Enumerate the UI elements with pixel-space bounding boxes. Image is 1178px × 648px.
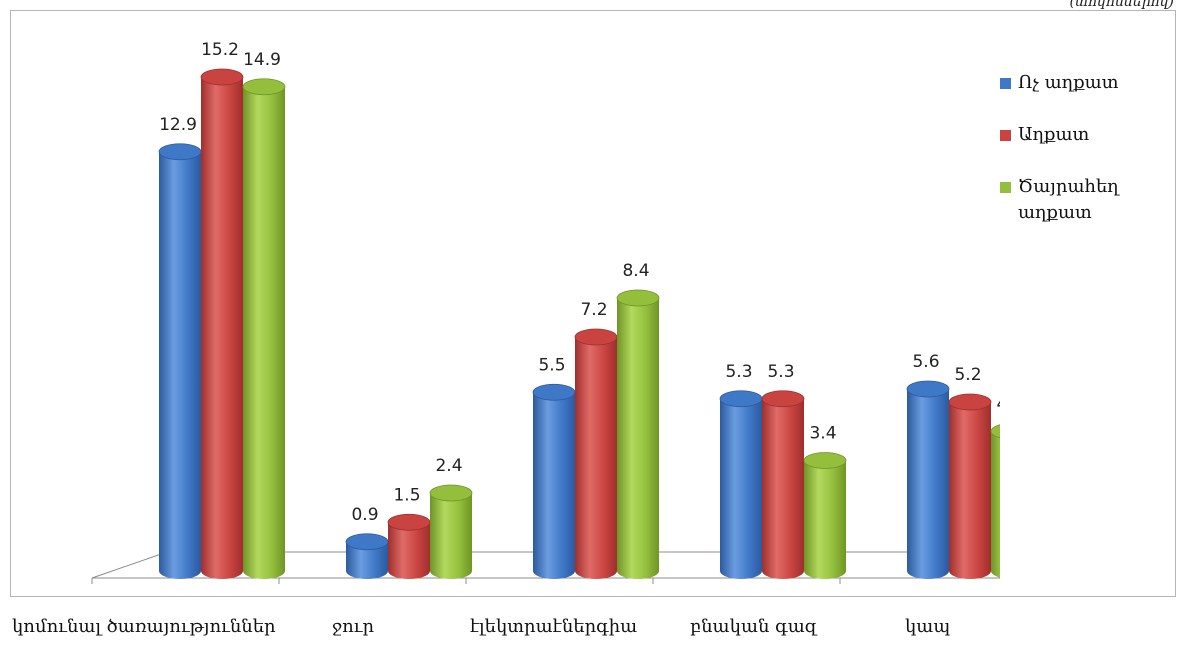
legend-label-extremely-poor: Ծայրահեղ աղքատ [1018,176,1119,223]
legend-item-poor: Աղքատ [1000,122,1170,148]
category-label: կապ [905,616,950,637]
bar-0-2 [532,383,576,579]
bar-body [243,86,285,579]
category-label: ջուր [332,616,374,637]
legend-swatch-poor [1000,130,1011,141]
bar-0-1 [345,533,389,579]
bar-body [575,337,617,579]
category-label: կոմունալ ծառայություններ [12,616,276,637]
bar-0-3 [719,390,763,579]
legend-swatch-extremely-poor [1000,182,1011,193]
bar-top [242,78,286,96]
data-label: 5.2 [954,365,981,385]
bar-body [762,398,804,579]
bar-1-1 [387,513,431,579]
bar-body [991,431,1000,578]
bar-body [346,541,388,579]
bar-body [907,389,949,579]
bar-1-3 [761,390,805,579]
bar-top [345,533,389,551]
bar-1-0 [200,68,244,579]
data-label: 12.9 [159,115,197,135]
data-label: 0.9 [351,505,378,525]
category-label: բնական գազ [690,616,818,637]
data-label: 5.3 [725,362,752,382]
bar-top [200,68,244,86]
bar-1-4 [948,393,992,579]
data-label: 4.3 [996,394,1000,414]
data-label: 8.4 [622,261,649,281]
chart-frame [10,10,1176,597]
bar-chart: 12.9 15.2 14.9 կոմունալ ծառայություններ 0.9 1… [12,40,1000,637]
data-label: 5.5 [538,355,565,375]
bar-top [574,328,618,346]
bar-top [532,383,576,401]
legend: Ոչ աղքատ Աղքատ Ծայրահեղ աղքատ [1000,70,1170,252]
bar-top [803,452,847,469]
data-label: 15.2 [201,40,239,60]
bar-body [201,77,243,579]
data-label: 14.9 [243,50,281,70]
bar-top [616,289,660,307]
data-label: 7.2 [580,300,607,320]
bar-2-2 [616,289,660,579]
bar-top [719,390,763,408]
bar-top [387,513,431,531]
bar-2-1 [429,484,473,579]
bar-0-4 [906,380,950,579]
bar-body [949,402,991,579]
bar-body [617,298,659,579]
legend-item-extremely-poor: Ծայրահեղ աղքատ [1000,174,1168,226]
legend-label-non-poor: Ոչ աղքատ [1018,72,1119,93]
bar-body [804,460,846,579]
legend-swatch-non-poor [1000,78,1011,89]
data-label: 2.4 [435,456,462,476]
legend-item-non-poor: Ոչ աղքատ [1000,70,1170,96]
bar-top [429,484,473,502]
bar-body [720,398,762,579]
bar-body [533,392,575,579]
bar-body [430,493,472,579]
data-label: 1.5 [393,485,420,505]
data-label: 3.4 [809,424,836,444]
bar-2-3 [803,452,847,579]
category-label: էլեկտրաէներգիա [470,616,637,637]
bar-body [159,151,201,579]
bar-top [990,424,1000,439]
data-label: 5.6 [912,352,939,372]
bar-body [388,522,430,579]
legend-label-poor: Աղքատ [1018,124,1090,145]
bar-1-2 [574,328,618,579]
bar-top [158,143,202,161]
unit-note: (տոկոսներով) [1069,0,1174,10]
bar-top [906,380,950,398]
bar-top [761,390,805,408]
bar-2-4 [990,424,1000,578]
bar-2-0 [242,78,286,579]
data-label: 5.3 [767,362,794,382]
bar-0-0 [158,143,202,579]
bar-top [948,393,992,411]
